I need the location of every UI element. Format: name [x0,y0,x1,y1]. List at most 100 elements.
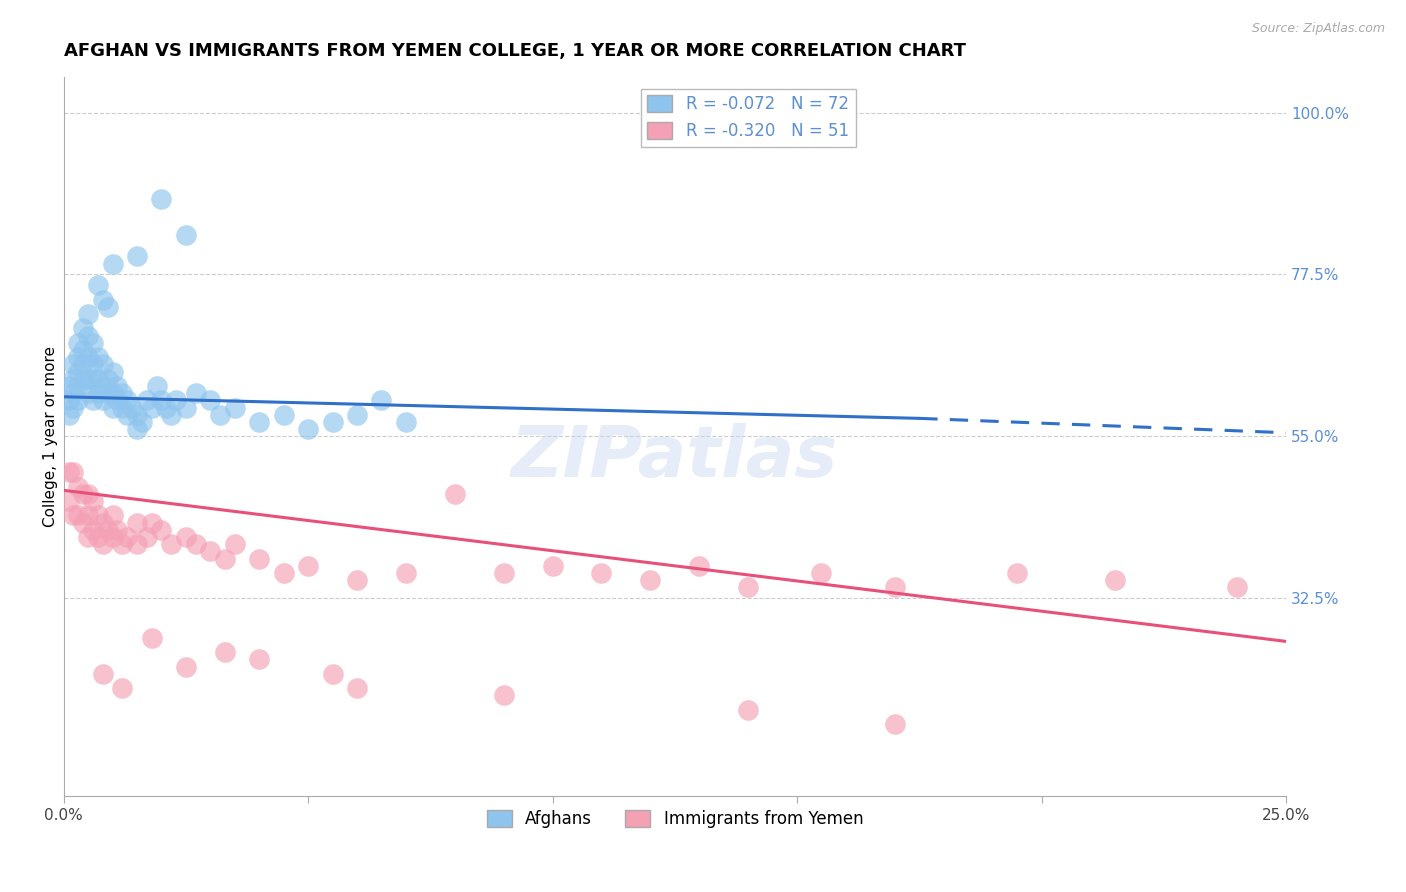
Point [58,393,80,408]
Point [346,681,368,695]
Point [72,343,94,357]
Point [91,293,114,307]
Point [174,227,197,242]
Point [810,566,832,580]
Point [67,480,90,494]
Point [591,566,613,580]
Point [101,530,124,544]
Point [72,358,94,372]
Point [224,537,246,551]
Point [322,415,344,429]
Point [87,386,110,401]
Point [67,335,90,350]
Point [135,530,157,544]
Point [58,379,80,393]
Point [150,523,173,537]
Point [273,566,295,580]
Point [77,350,100,364]
Point [115,408,138,422]
Point [107,379,129,393]
Point [91,358,114,372]
Point [273,408,295,422]
Point [174,530,197,544]
Legend: Afghans, Immigrants from Yemen: Afghans, Immigrants from Yemen [479,803,870,835]
Point [77,508,100,523]
Point [224,401,246,415]
Point [77,386,100,401]
Point [443,487,465,501]
Point [165,393,187,408]
Point [688,558,710,573]
Point [883,717,905,731]
Point [97,372,120,386]
Point [111,386,134,401]
Text: ZIPatlas: ZIPatlas [512,424,838,492]
Point [395,566,418,580]
Point [101,257,124,271]
Point [184,537,207,551]
Point [97,386,120,401]
Point [145,379,167,393]
Point [101,508,124,523]
Point [214,551,236,566]
Point [91,393,114,408]
Point [115,393,138,408]
Point [370,393,392,408]
Point [77,328,100,343]
Point [91,516,114,530]
Point [82,393,104,408]
Point [107,523,129,537]
Point [150,192,173,206]
Point [160,408,183,422]
Point [107,393,129,408]
Point [214,645,236,659]
Point [737,581,759,595]
Point [125,537,148,551]
Point [395,415,418,429]
Point [141,401,163,415]
Point [67,365,90,379]
Point [492,689,515,703]
Point [101,386,124,401]
Point [174,659,197,673]
Point [131,415,153,429]
Point [101,365,124,379]
Point [125,422,148,436]
Point [87,530,110,544]
Point [91,379,114,393]
Point [82,494,104,508]
Point [82,372,104,386]
Point [87,372,110,386]
Point [72,487,94,501]
Point [1226,581,1249,595]
Point [62,358,84,372]
Point [125,408,148,422]
Point [125,516,148,530]
Point [77,372,100,386]
Point [67,508,90,523]
Point [77,307,100,321]
Point [115,530,138,544]
Point [97,300,120,314]
Point [1005,566,1028,580]
Point [87,508,110,523]
Point [111,681,134,695]
Point [297,558,319,573]
Point [297,422,319,436]
Point [62,386,84,401]
Point [58,408,80,422]
Point [150,393,173,408]
Point [492,566,515,580]
Point [58,494,80,508]
Point [67,350,90,364]
Point [346,408,368,422]
Point [541,558,564,573]
Point [97,523,120,537]
Point [209,408,232,422]
Point [77,530,100,544]
Point [346,573,368,587]
Point [160,537,183,551]
Point [62,372,84,386]
Point [72,372,94,386]
Point [62,401,84,415]
